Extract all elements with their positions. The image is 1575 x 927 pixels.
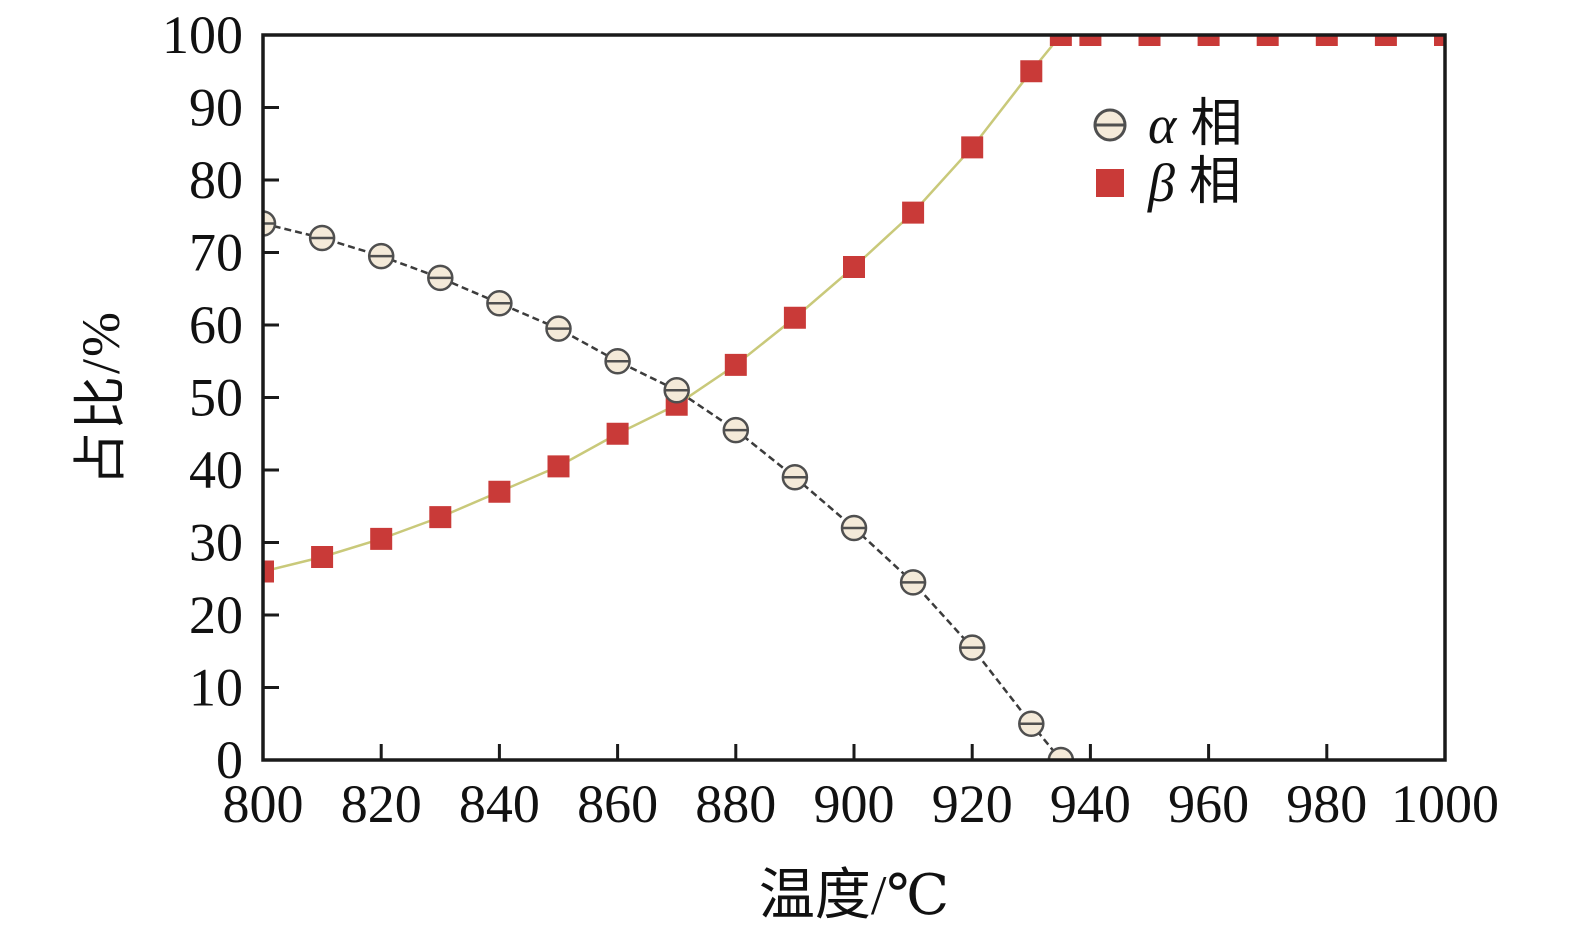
- y-tick-label: 50: [189, 368, 243, 428]
- y-tick-label: 70: [189, 223, 243, 283]
- beta-data-point: [311, 546, 334, 568]
- y-tick-label: 90: [189, 78, 243, 138]
- beta-data-point: [1079, 35, 1102, 46]
- legend-beta-label: 相: [1188, 154, 1241, 211]
- beta-data-point: [843, 256, 865, 278]
- legend: α 相 β 相: [1088, 96, 1242, 212]
- x-tick-label: 860: [577, 774, 658, 834]
- x-tick-label: 940: [1050, 774, 1131, 834]
- beta-data-point: [783, 306, 806, 329]
- beta-data-point: [606, 422, 629, 445]
- y-tick-label: 10: [189, 658, 243, 718]
- x-tick-label: 980: [1286, 774, 1367, 834]
- y-axis-title: 占比/%: [63, 243, 131, 553]
- x-axis-title: 温度/℃: [604, 850, 1104, 927]
- beta-data-point: [1197, 35, 1220, 46]
- y-tick-label: 80: [189, 150, 243, 210]
- x-tick-label: 880: [695, 774, 776, 834]
- beta-data-point: [1138, 35, 1161, 46]
- legend-alpha-symbol: α: [1148, 95, 1177, 155]
- beta-data-point: [1256, 35, 1279, 46]
- y-tick-label: 60: [189, 295, 243, 355]
- beta-data-point: [429, 506, 452, 529]
- beta-data-point: [1020, 60, 1043, 83]
- beta-data-point: [263, 560, 274, 583]
- y-tick-label: 100: [162, 5, 243, 65]
- beta-data-point: [724, 353, 747, 376]
- x-tick-label: 900: [814, 774, 895, 834]
- x-tick-label: 820: [341, 774, 422, 834]
- y-axis-title-text: 占比/%: [70, 310, 131, 486]
- y-tick-label: 40: [189, 440, 243, 500]
- legend-beta-symbol: β: [1148, 153, 1175, 213]
- beta-phase-marker-icon: [1096, 169, 1124, 197]
- x-tick-label: 800: [223, 774, 304, 834]
- y-tick-label: 0: [216, 730, 243, 790]
- legend-item-alpha: α 相: [1088, 96, 1242, 154]
- y-tick-label: 30: [189, 513, 243, 573]
- series-group: [263, 35, 1445, 760]
- legend-alpha-label: 相: [1190, 96, 1243, 153]
- beta-data-point: [547, 455, 570, 478]
- alpha-series-line: [263, 222, 1062, 760]
- beta-data-point: [1315, 35, 1338, 46]
- beta-data-point: [488, 480, 511, 503]
- x-axis-title-text: 温度/℃: [758, 865, 950, 927]
- beta-data-point: [1434, 35, 1445, 46]
- beta-data-point: [902, 201, 925, 224]
- alpha-data-point: [1047, 746, 1075, 760]
- y-tick-label: 20: [189, 585, 243, 645]
- beta-data-point: [1374, 35, 1397, 46]
- beta-data-point: [961, 136, 984, 159]
- alpha-phase-marker-icon: [1093, 108, 1127, 142]
- legend-item-beta: β 相: [1088, 154, 1242, 212]
- beta-series-line: [263, 35, 1445, 573]
- x-tick-label: 840: [459, 774, 540, 834]
- beta-data-point: [370, 527, 393, 550]
- x-tick-label: 1000: [1391, 774, 1499, 834]
- beta-data-point: [1049, 35, 1072, 46]
- plot-frame: [261, 33, 1447, 762]
- x-tick-label: 960: [1168, 774, 1249, 834]
- x-tick-label: 920: [932, 774, 1013, 834]
